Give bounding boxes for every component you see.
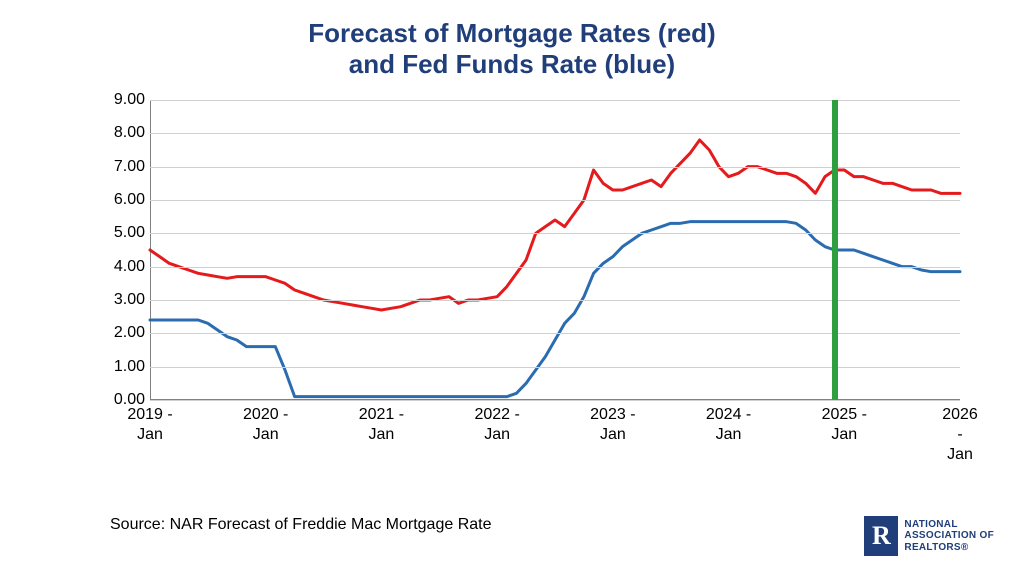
gridline xyxy=(150,333,960,334)
chart-title-line2: and Fed Funds Rate (blue) xyxy=(0,49,1024,80)
x-tick-label: 2025 - Jan xyxy=(822,405,867,445)
y-tick-label: 4.00 xyxy=(95,258,145,276)
x-tick-label: 2022 - Jan xyxy=(474,405,519,445)
y-tick-label: 7.00 xyxy=(95,158,145,176)
gridline xyxy=(150,300,960,301)
nar-logo-line3: REALTORS® xyxy=(904,542,994,554)
gridline xyxy=(150,100,960,101)
gridline xyxy=(150,233,960,234)
nar-logo-text: NATIONAL ASSOCIATION OF REALTORS® xyxy=(904,519,994,554)
x-tick-label: 2024 - Jan xyxy=(706,405,751,445)
chart-title-line1: Forecast of Mortgage Rates (red) xyxy=(0,18,1024,49)
nar-logo: R NATIONAL ASSOCIATION OF REALTORS® xyxy=(864,516,994,556)
nar-logo-line2: ASSOCIATION OF xyxy=(904,530,994,542)
y-tick-label: 3.00 xyxy=(95,291,145,309)
gridline xyxy=(150,367,960,368)
y-tick-label: 1.00 xyxy=(95,358,145,376)
chart-title: Forecast of Mortgage Rates (red) and Fed… xyxy=(0,18,1024,80)
gridline xyxy=(150,200,960,201)
gridline xyxy=(150,167,960,168)
x-tick-label: 2023 - Jan xyxy=(590,405,635,445)
series-svg xyxy=(150,100,960,400)
x-tick-label: 2026 - Jan xyxy=(942,405,978,465)
series-line xyxy=(150,140,960,310)
chart: 0.001.002.003.004.005.006.007.008.009.00… xyxy=(90,100,960,440)
y-tick-label: 9.00 xyxy=(95,91,145,109)
x-tick-label: 2020 - Jan xyxy=(243,405,288,445)
plot-area: 0.001.002.003.004.005.006.007.008.009.00… xyxy=(150,100,960,400)
series-line xyxy=(150,222,960,397)
nar-logo-icon: R xyxy=(864,516,898,556)
x-tick-label: 2019 - Jan xyxy=(127,405,172,445)
y-tick-label: 2.00 xyxy=(95,324,145,342)
gridline xyxy=(150,133,960,134)
y-tick-label: 6.00 xyxy=(95,191,145,209)
y-tick-label: 8.00 xyxy=(95,124,145,142)
x-tick-label: 2021 - Jan xyxy=(359,405,404,445)
gridline xyxy=(150,400,960,401)
forecast-marker-line xyxy=(832,100,838,400)
gridline xyxy=(150,267,960,268)
y-tick-label: 5.00 xyxy=(95,224,145,242)
source-text: Source: NAR Forecast of Freddie Mac Mort… xyxy=(110,516,492,534)
nar-logo-line1: NATIONAL xyxy=(904,519,994,531)
